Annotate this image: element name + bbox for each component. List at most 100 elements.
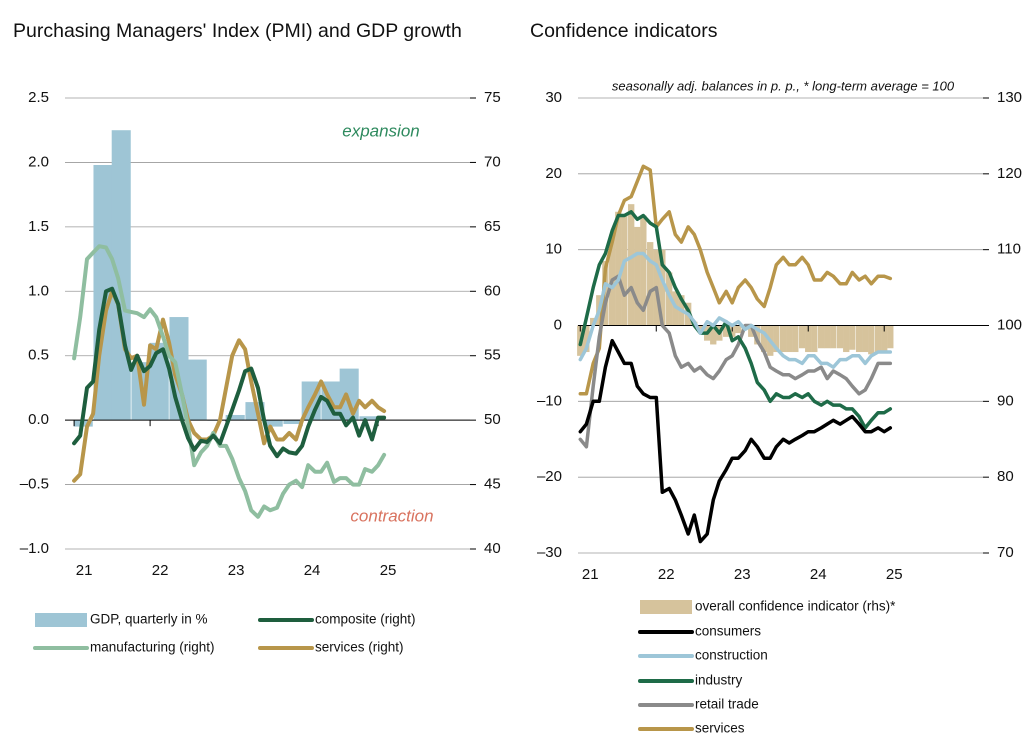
legend-label: consumers [695,624,761,639]
legend-label: composite (right) [315,612,416,627]
bar [849,325,856,350]
bar [602,261,609,326]
legend-label: industry [695,673,743,688]
x-tick-label: 24 [304,562,321,579]
y2-tick-label: 60 [484,282,501,299]
legend-swatch [35,613,87,627]
legend-label: overall confidence indicator (rhs)* [695,599,896,614]
line [578,251,893,369]
legend-label: services [695,721,745,736]
y2-tick-label: 70 [484,153,501,170]
y-tick-label: 0 [554,316,562,333]
bar [735,325,742,334]
bar [830,325,837,349]
line [578,274,893,449]
y2-tick-label: 130 [997,89,1022,106]
y-tick-label: 1.0 [28,282,49,299]
y2-tick-label: 45 [484,476,501,493]
y-tick-label: 0.5 [28,347,49,364]
x-tick-label: 21 [582,566,599,583]
y2-tick-label: 110 [997,241,1021,258]
x-tick-label: 23 [734,566,751,583]
x-tick-label: 25 [886,566,903,583]
bar [283,420,303,425]
bar [628,204,635,326]
y2-tick-label: 80 [997,468,1014,485]
y2-tick-label: 100 [997,316,1022,333]
bar [666,272,673,326]
bar [723,325,730,337]
bar [868,325,875,355]
bar [817,325,825,349]
y-tick-label: 10 [545,241,562,258]
y2-tick-label: 50 [484,411,501,428]
y-tick-label: 2.0 [28,153,49,170]
legend-label: construction [695,648,768,663]
bar [659,249,666,326]
bar [792,325,799,353]
x-tick-label: 21 [76,562,93,579]
y2-tick-label: 70 [997,544,1014,561]
x-tick-label: 22 [658,566,675,583]
bar [187,359,207,421]
y-tick-label: –1.0 [20,540,49,557]
bar [359,416,379,421]
bar [634,226,641,326]
bar [811,325,818,353]
bar [824,325,831,349]
bar [615,211,622,326]
legend-label: GDP, quarterly in % [90,612,208,627]
bar [647,242,654,326]
legend-swatch [640,600,692,614]
chart-title: Purchasing Managers' Index (PMI) and GDP… [13,20,462,42]
bar [225,414,245,421]
bar [786,325,793,353]
y-tick-label: –10 [537,392,562,409]
bar [887,325,894,349]
subtitle: seasonally adj. balances in p. p., * lon… [612,78,955,93]
bar [843,325,850,353]
bar [149,342,169,421]
bar [754,325,761,345]
bar [697,325,704,330]
x-tick-label: 24 [810,566,827,583]
y2-tick-label: 90 [997,392,1014,409]
x-tick-label: 25 [380,562,397,579]
bar [640,215,647,326]
bar [339,368,359,421]
y2-tick-label: 75 [484,89,501,106]
line [578,210,893,430]
bar [583,325,590,353]
x-tick-label: 23 [228,562,245,579]
bar [881,325,888,353]
bar [710,325,717,345]
y-tick-label: –20 [537,468,562,485]
bar [760,325,768,353]
y2-tick-label: 65 [484,218,501,235]
annotation: contraction [350,506,433,525]
y2-tick-label: 55 [484,347,501,364]
y-tick-label: –30 [537,544,562,561]
y-tick-label: 2.5 [28,89,49,106]
line [578,338,893,544]
bar [111,130,131,421]
y-tick-label: –0.5 [20,476,49,493]
y-tick-label: 30 [545,89,562,106]
chart-title: Confidence indicators [530,20,718,42]
legend-label: manufacturing (right) [90,640,215,655]
line [578,164,893,396]
bar [862,325,869,353]
y-tick-label: 1.5 [28,218,49,235]
annotation: expansion [342,121,420,140]
bar [773,325,780,353]
legend-label: services (right) [315,640,404,655]
bar [748,325,755,337]
y-tick-label: 20 [545,165,562,182]
y-tick-label: 0.0 [28,411,49,428]
bar [836,325,844,349]
bar [621,215,628,326]
y2-tick-label: 120 [997,165,1022,182]
bar [263,420,283,427]
